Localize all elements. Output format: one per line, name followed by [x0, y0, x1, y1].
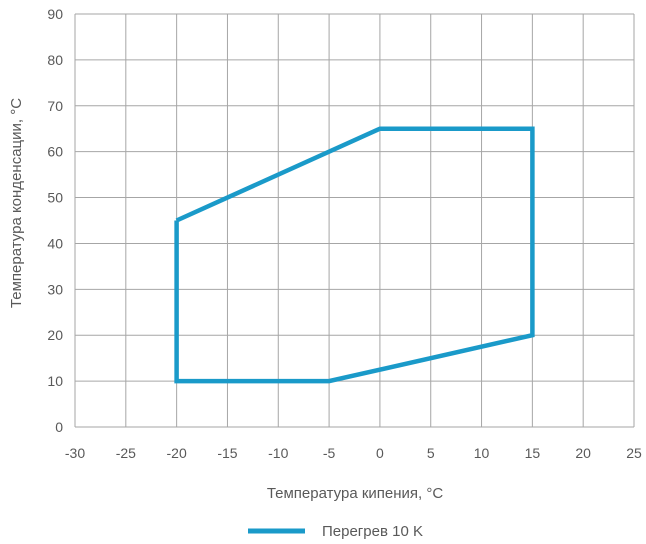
x-tick-label: 25	[626, 445, 642, 461]
y-tick-label: 60	[47, 144, 63, 160]
x-tick-label: -5	[323, 445, 336, 461]
legend-label: Перегрев 10 K	[322, 523, 423, 540]
y-tick-label: 70	[47, 98, 63, 114]
x-tick-label: 20	[575, 445, 591, 461]
legend: Перегрев 10 K	[248, 523, 423, 540]
x-tick-label: -25	[116, 445, 136, 461]
y-tick-label: 80	[47, 52, 63, 68]
series-layer	[174, 126, 535, 384]
series-line	[174, 126, 535, 384]
y-tick-label: 20	[47, 327, 63, 343]
x-tick-label: 15	[525, 445, 541, 461]
y-tick-labels: 0 10 20 30 40 50 60 70 80 90	[47, 6, 63, 435]
y-tick-label: 90	[47, 6, 63, 22]
grid-lines	[74, 13, 635, 428]
x-tick-label: -10	[268, 445, 288, 461]
x-tick-label: 0	[376, 445, 384, 461]
y-axis-title: Температура конденсации, °C	[8, 98, 25, 308]
x-tick-label: -15	[217, 445, 237, 461]
x-tick-labels: -30 -25 -20 -15 -10 -5 0 5 10 15 20 25	[65, 445, 642, 461]
y-tick-label: 30	[47, 281, 63, 297]
x-tick-label: 5	[427, 445, 435, 461]
x-axis-title: Температура кипения, °C	[267, 485, 444, 502]
y-tick-label: 0	[55, 419, 63, 435]
x-tick-label: -20	[167, 445, 187, 461]
x-tick-label: 10	[474, 445, 490, 461]
y-tick-label: 40	[47, 235, 63, 251]
y-tick-label: 50	[47, 190, 63, 206]
x-tick-label: -30	[65, 445, 85, 461]
y-tick-label: 10	[47, 373, 63, 389]
